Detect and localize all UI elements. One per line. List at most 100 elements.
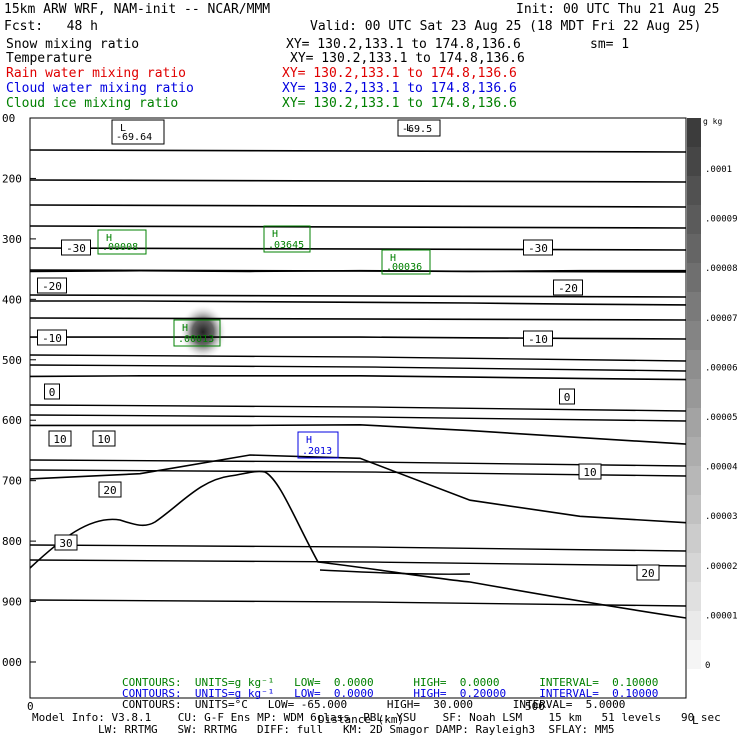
valid-time: Valid: 00 UTC Sat 23 Aug 25 (18 MDT Fri …: [310, 19, 702, 34]
colorbar-segment: [687, 466, 701, 496]
colorbar-segment: [687, 495, 701, 525]
isotherm-line: [29, 354, 687, 362]
field-name-snow: Snow mixing ratio: [6, 37, 140, 52]
extremum-kind: L: [120, 123, 126, 134]
colorbar-segment: [687, 205, 701, 235]
colorbar-label: 0: [705, 661, 710, 671]
contour-label-box: [523, 330, 553, 347]
extremum-box: [297, 431, 339, 459]
x-axis-label: Distance (km): [318, 713, 405, 726]
contour-label-box: [48, 430, 72, 447]
colorbar-segment: [687, 234, 701, 264]
extremum-box: [173, 319, 221, 347]
contour-label: 10: [97, 433, 110, 446]
extremum-kind: H: [306, 435, 312, 446]
extremum-box: [397, 119, 441, 137]
isotherm-line: [29, 294, 687, 298]
contour-label: 20: [103, 484, 116, 497]
colorbar-label: .00002: [705, 562, 738, 572]
temperature-contour: [30, 300, 687, 306]
contour-label-box: [523, 239, 553, 256]
extremum-box: [263, 225, 311, 253]
extremum-kind: H: [272, 229, 278, 240]
isotherm-line: [29, 149, 687, 153]
contours-info-temperature: CONTOURS: UNITS=°C LOW= -65.000 HIGH= 30…: [122, 698, 626, 711]
contour-label-box: [37, 277, 67, 294]
y-tick-label: 000: [2, 656, 22, 669]
contour-label-box: [559, 388, 575, 405]
colorbar-label: .00005: [705, 413, 738, 423]
contour-label: -30: [66, 242, 86, 255]
temperature-contour: [29, 454, 687, 524]
isotherm-line: [29, 414, 687, 422]
extremum-value: -69.5: [402, 124, 432, 135]
colorbar-segment: [687, 437, 701, 467]
colorbar-segment: [687, 553, 701, 583]
extremum-box: [97, 229, 147, 255]
colorbar-label: .00003: [705, 512, 738, 522]
contours-info-cloud-water: CONTOURS: UNITS=g kg⁻¹ LOW= 0.0000 HIGH=…: [122, 687, 659, 700]
colorbar-label: .00001: [705, 611, 738, 621]
extremum-value: -69.64: [116, 132, 152, 143]
field-xy-cloud-water: XY= 130.2,133.1 to 174.8,136.6: [282, 81, 517, 96]
colorbar-segment: [687, 147, 701, 177]
y-tick-label: 800: [2, 535, 22, 548]
contour-label: 20: [641, 567, 654, 580]
colorbar-segment: [687, 263, 701, 293]
contour-label: 10: [583, 466, 596, 479]
contours-info-cloud-ice: CONTOURS: UNITS=g kg⁻¹ LOW= 0.0000 HIGH=…: [122, 676, 659, 689]
model-title: 15km ARW WRF, NAM-init -- NCAR/MMM: [4, 2, 271, 17]
colorbar-segment: [687, 379, 701, 409]
contour-label: 0: [564, 391, 571, 404]
colorbar-segment: [687, 321, 701, 351]
extremum-box: [381, 249, 431, 275]
y-tick-label: 400: [2, 293, 22, 306]
plot-frame: [29, 117, 687, 699]
isotherm-line: [29, 317, 687, 321]
extremum-box: [111, 119, 165, 145]
y-tick-label: 200: [2, 172, 22, 185]
forecast-hour: Fcst: 48 h: [4, 19, 98, 34]
contour-label-box: [553, 279, 583, 296]
contour-label-box: [37, 329, 67, 346]
y-tick-label: 00: [2, 112, 15, 125]
extremum-value: .00013: [178, 334, 214, 345]
contour-label: 10: [53, 433, 66, 446]
colorbar-segment: [687, 408, 701, 438]
isotherm-line: [29, 404, 687, 412]
model-info-line2: LW: RRTMG SW: RRTMG DIFF: full KM: 2D Sm…: [98, 723, 615, 736]
smoothing-value: sm= 1: [590, 37, 630, 52]
contour-label: 30: [59, 537, 72, 550]
temperature-contour: [29, 269, 686, 273]
colorbar-label: .00009: [705, 215, 738, 225]
extremum-value: .00008: [102, 242, 138, 253]
model-info-line1: Model Info: V3.8.1 CU: G-F Ens MP: WDM 6…: [32, 711, 721, 724]
contour-label-box: [61, 239, 91, 256]
contour-label-box: [578, 463, 602, 480]
contour-label-box: [636, 564, 660, 581]
y-tick-label: 700: [2, 475, 22, 488]
colorbar-label: .00004: [705, 463, 738, 473]
isotherm-line: [29, 544, 687, 552]
colorbar-segment: [687, 118, 701, 148]
y-tick-label: 300: [2, 233, 22, 246]
temperature-contour: [30, 423, 687, 445]
isotherm-line: [29, 179, 687, 183]
extremum-value: .00036: [386, 262, 422, 273]
extremum-kind: H: [106, 233, 112, 244]
field-name-cloud-water: Cloud water mixing ratio: [6, 81, 194, 96]
field-name-rain: Rain water mixing ratio: [6, 66, 187, 81]
field-name-temperature: Temperature: [6, 51, 93, 66]
temperature-contour: [29, 375, 687, 381]
colorbar-label: .00007: [705, 314, 738, 324]
colorbar-segment: [687, 292, 701, 322]
isotherm-line: [29, 225, 687, 229]
x-axis-corner-label: L: [692, 714, 699, 727]
field-name-cloud-ice: Cloud ice mixing ratio: [6, 96, 179, 111]
colorbar-segment: [687, 669, 701, 699]
contour-label: -10: [42, 332, 62, 345]
colorbar-segment: [687, 176, 701, 206]
field-xy-snow: XY= 130.2,133.1 to 174.8,136.6: [286, 37, 521, 52]
colorbar-segment: [687, 524, 701, 554]
